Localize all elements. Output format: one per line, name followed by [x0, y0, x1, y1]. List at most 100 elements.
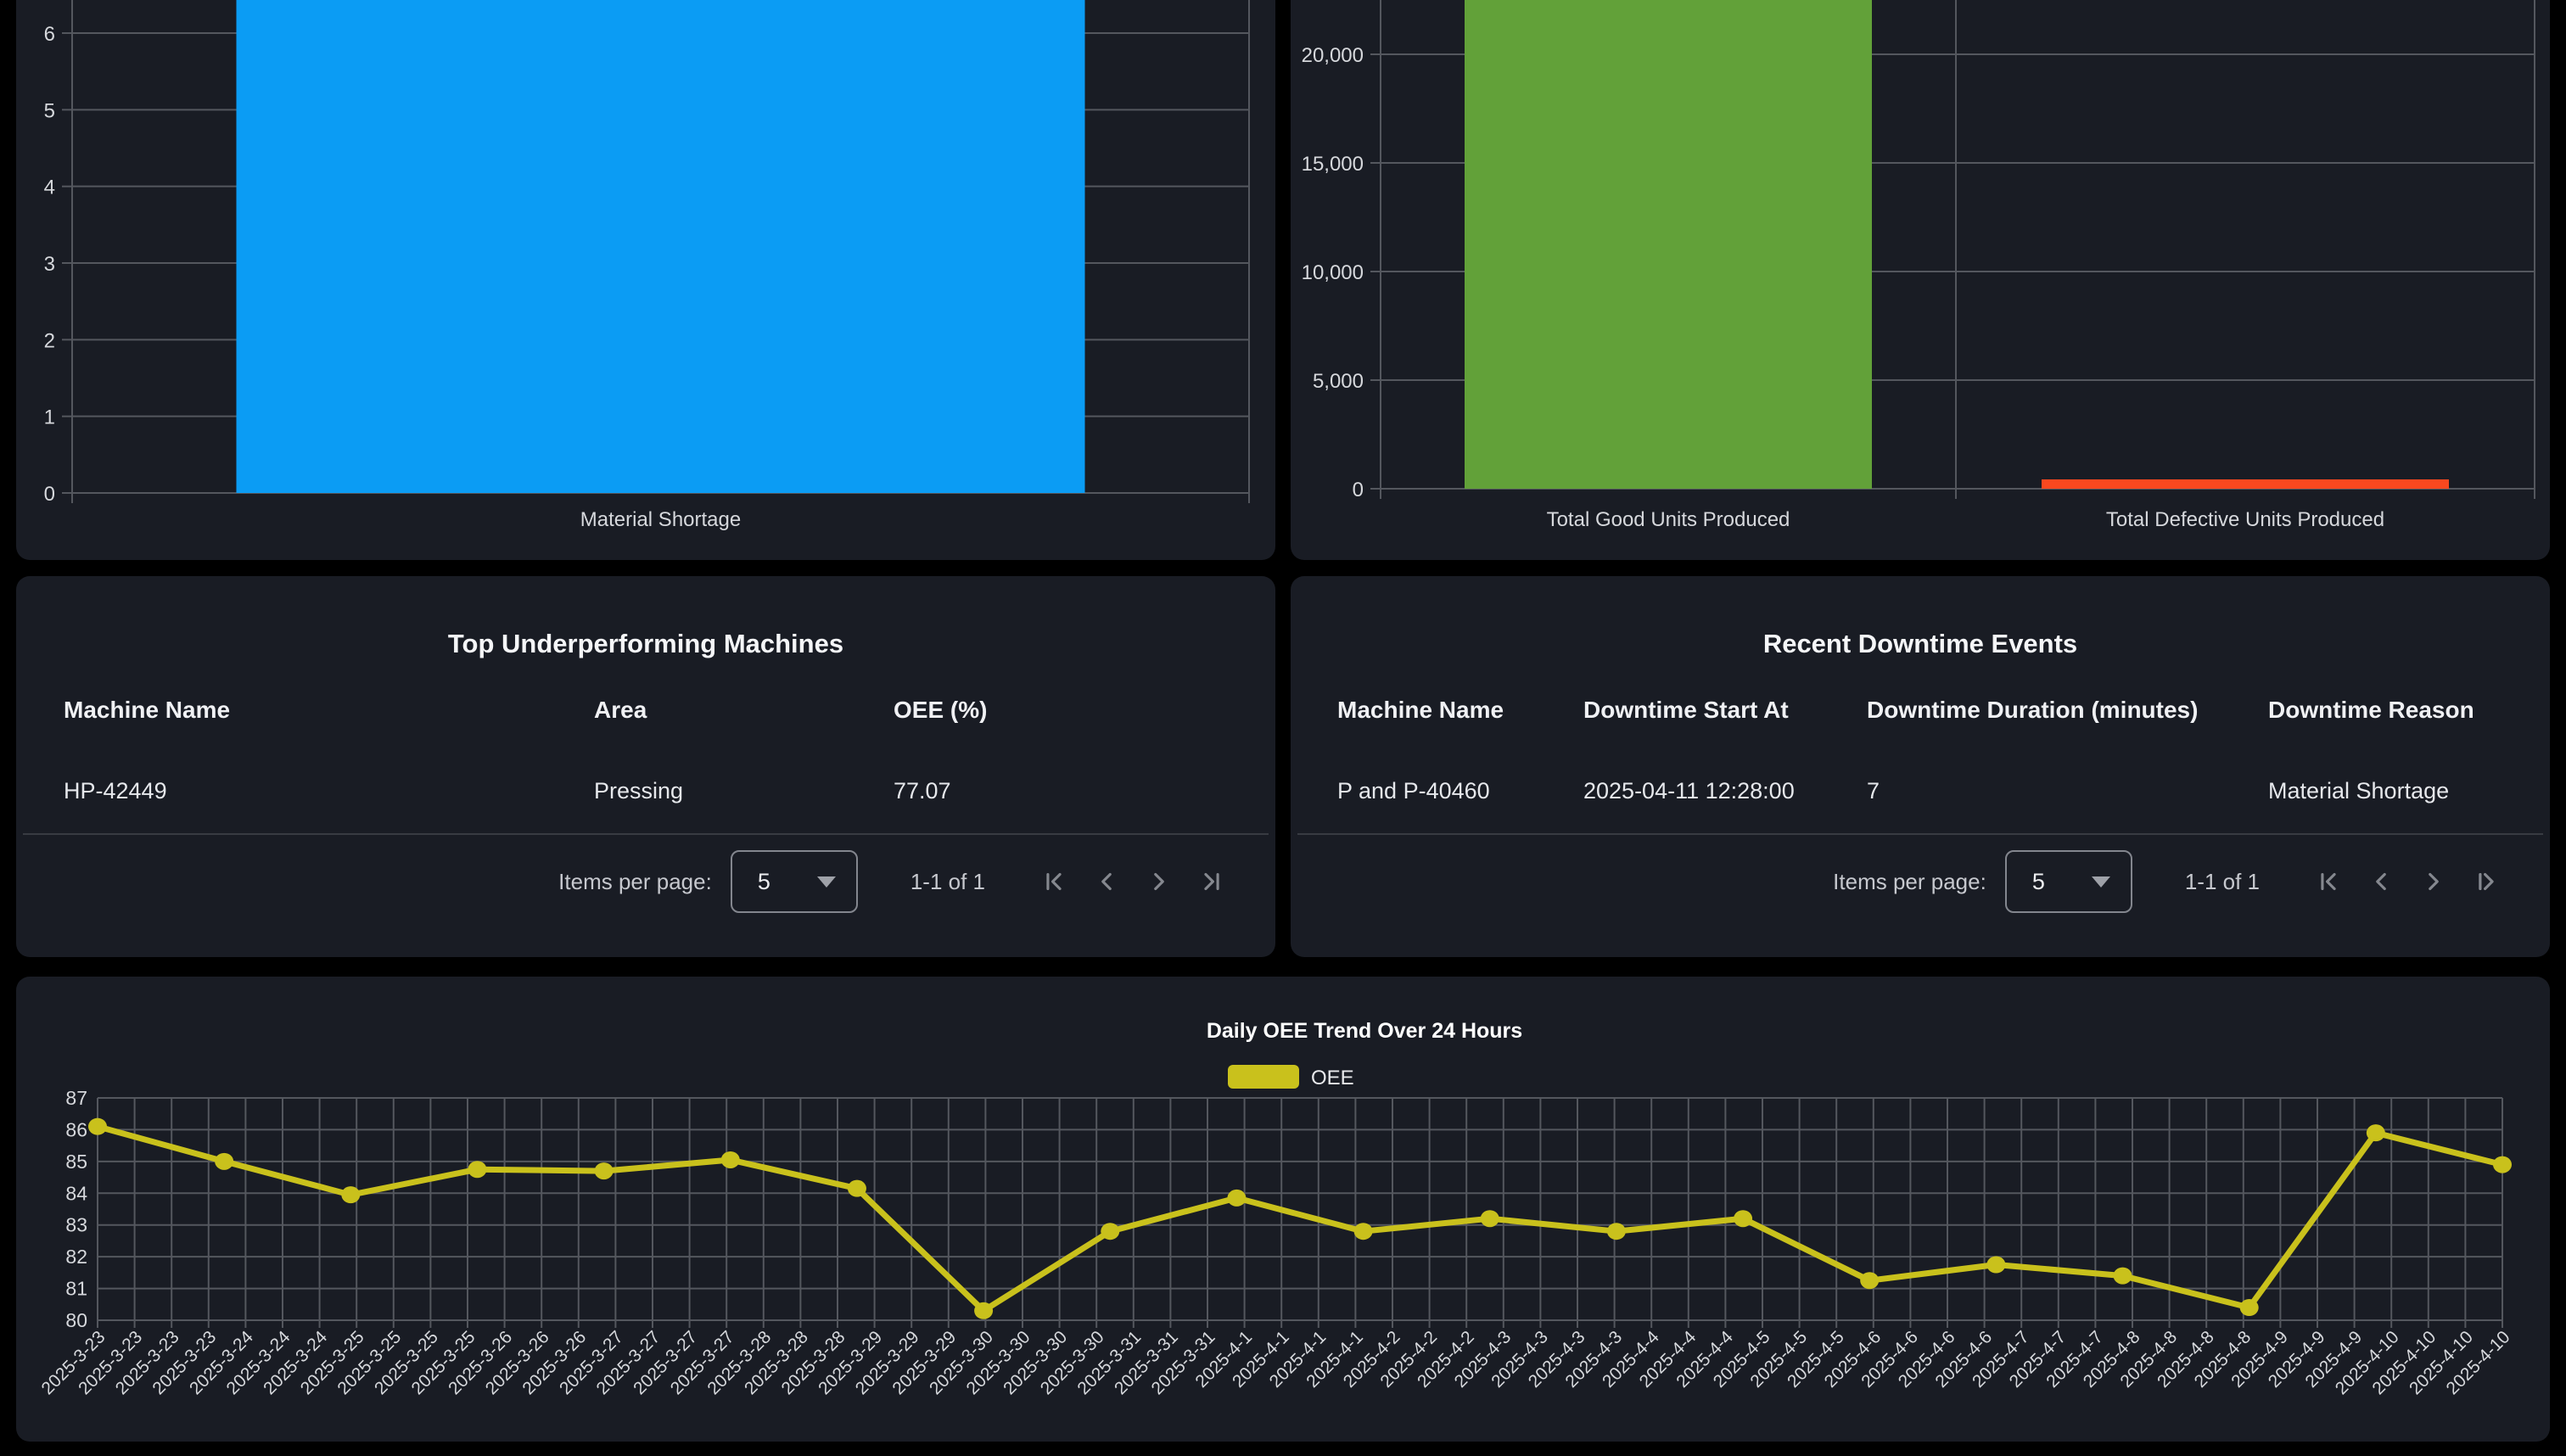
- data-point[interactable]: [720, 1151, 740, 1168]
- legend-swatch[interactable]: [1228, 1065, 1299, 1089]
- y-axis-label: 86: [65, 1118, 87, 1140]
- column-header-area: Area: [594, 697, 647, 723]
- recent-downtime-events-card: Recent Downtime Events Machine Name Down…: [1291, 576, 2550, 957]
- legend-label: OEE: [1311, 1067, 1354, 1089]
- oee-line-series: [94, 1123, 2506, 1314]
- data-point[interactable]: [1227, 1189, 1247, 1207]
- data-point[interactable]: [88, 1117, 107, 1135]
- page-size-value: 5: [2031, 868, 2045, 894]
- y-axis-label: 1: [44, 406, 55, 429]
- column-header-oee: OEE (%): [894, 697, 988, 723]
- next-page-button[interactable]: [1140, 862, 1179, 901]
- column-header-machine-name: Machine Name: [1337, 697, 1504, 723]
- y-axis-label: 80: [65, 1309, 87, 1331]
- bar-defective-units[interactable]: [2042, 479, 2449, 489]
- data-point[interactable]: [2366, 1124, 2385, 1142]
- y-axis-label: 2: [44, 329, 55, 352]
- next-page-button[interactable]: [2414, 862, 2453, 901]
- page-title: Recent Downtime Events: [1762, 628, 2078, 658]
- first-page-button[interactable]: [1034, 862, 1073, 901]
- page-title: Top Underperforming Machines: [447, 628, 844, 658]
- last-page-icon: [2479, 872, 2494, 891]
- first-page-icon: [1046, 872, 1062, 891]
- range-label: 1-1 of 1: [2184, 868, 2260, 894]
- x-category-label: Total Good Units Produced: [1547, 508, 1790, 531]
- data-point[interactable]: [1353, 1223, 1373, 1240]
- data-point[interactable]: [2493, 1156, 2512, 1173]
- chevron-right-icon: [2429, 872, 2439, 891]
- cell-downtime-duration: 7: [1867, 778, 1880, 804]
- y-axis-label: 10,000: [1302, 261, 1364, 284]
- data-point[interactable]: [974, 1302, 994, 1319]
- y-axis-label: 81: [65, 1278, 87, 1300]
- cell-area: Pressing: [594, 778, 684, 804]
- downtime-by-reason-chart-card: 0 1 2 3 4 5 6 Material Shortage: [16, 0, 1275, 560]
- y-axis-label: 0: [44, 483, 55, 506]
- oee-trend-chart: Daily OEE Trend Over 24 Hours OEE 80 81 82 83…: [38, 1019, 2514, 1398]
- previous-page-button[interactable]: [2362, 862, 2401, 901]
- cell-downtime-start: 2025-04-11 12:28:00: [1583, 778, 1795, 804]
- chart-title: Daily OEE Trend Over 24 Hours: [1207, 1019, 1522, 1043]
- oee-trend-chart-card: Daily OEE Trend Over 24 Hours OEE 80 81 82 83…: [16, 977, 2550, 1442]
- column-header-machine-name: Machine Name: [64, 697, 231, 723]
- top-underperforming-machines-card: Top Underperforming Machines Machine Nam…: [16, 576, 1275, 957]
- data-point[interactable]: [215, 1152, 234, 1170]
- y-axis-label: 85: [65, 1151, 87, 1173]
- y-axis-label: 3: [44, 253, 55, 276]
- items-per-page-label: Items per page:: [1833, 868, 1986, 894]
- column-header-downtime-reason: Downtime Reason: [2268, 697, 2474, 723]
- first-page-button[interactable]: [2309, 862, 2348, 901]
- items-per-page-label: Items per page:: [558, 868, 712, 894]
- first-page-icon: [2321, 872, 2336, 891]
- bar-good-units[interactable]: [1465, 0, 1872, 489]
- page-size-select[interactable]: 5: [730, 850, 858, 913]
- column-header-downtime-duration: Downtime Duration (minutes): [1867, 697, 2199, 723]
- previous-page-button[interactable]: [1087, 862, 1126, 901]
- data-point[interactable]: [2113, 1267, 2132, 1285]
- y-axis-label: 83: [65, 1214, 87, 1236]
- y-axis-label: 20,000: [1302, 44, 1364, 67]
- x-category-label: Total Defective Units Produced: [2106, 508, 2384, 531]
- page-size-select[interactable]: 5: [2004, 850, 2132, 913]
- downtime-by-reason-chart: 0 1 2 3 4 5 6 Material Shortage: [44, 0, 1250, 531]
- data-point[interactable]: [847, 1179, 866, 1197]
- data-point[interactable]: [1606, 1223, 1626, 1240]
- data-point[interactable]: [468, 1161, 487, 1179]
- cell-downtime-reason: Material Shortage: [2268, 778, 2450, 804]
- data-point[interactable]: [2239, 1299, 2259, 1317]
- units-produced-chart-card: 0 5,000 10,000 15,000 20,000 Total Good Units…: [1291, 0, 2550, 560]
- paginator: Items per page: 5 1-1 of 1: [558, 849, 1238, 914]
- y-axis-label: 6: [44, 23, 55, 46]
- cell-machine-name: HP-42449: [64, 778, 167, 804]
- units-produced-chart: 0 5,000 10,000 15,000 20,000 Total Good Units…: [1302, 0, 2535, 531]
- chevron-left-icon: [2376, 872, 2386, 891]
- data-point[interactable]: [1101, 1223, 1120, 1240]
- last-page-button[interactable]: [1192, 862, 1231, 901]
- data-point[interactable]: [1480, 1210, 1499, 1228]
- bar-material-shortage[interactable]: [236, 0, 1085, 493]
- range-label: 1-1 of 1: [910, 868, 985, 894]
- y-axis-label: 5,000: [1313, 370, 1364, 393]
- data-point[interactable]: [341, 1186, 361, 1204]
- data-point[interactable]: [1860, 1272, 1880, 1290]
- cell-machine-name: P and P-40460: [1337, 778, 1490, 804]
- page-size-value: 5: [757, 868, 770, 894]
- dropdown-caret-icon: [2091, 876, 2110, 888]
- divider: [23, 833, 1269, 835]
- x-category-label: Material Shortage: [580, 508, 741, 531]
- y-axis-label: 15,000: [1302, 153, 1364, 176]
- chevron-left-icon: [1101, 872, 1112, 891]
- cell-oee: 77.07: [894, 778, 951, 804]
- y-axis-label: 4: [44, 176, 55, 199]
- y-axis-label: 82: [65, 1246, 87, 1268]
- last-page-button[interactable]: [2467, 862, 2506, 901]
- y-axis-label: 5: [44, 99, 55, 122]
- y-axis-label: 87: [65, 1087, 87, 1109]
- data-point[interactable]: [594, 1162, 613, 1180]
- divider: [1297, 833, 2543, 835]
- y-axis-label: 0: [1353, 479, 1364, 501]
- data-point[interactable]: [1734, 1210, 1753, 1228]
- chevron-right-icon: [1154, 872, 1164, 891]
- paginator: Items per page: 5 1-1 of 1: [1833, 849, 2513, 914]
- data-point[interactable]: [1986, 1256, 2006, 1274]
